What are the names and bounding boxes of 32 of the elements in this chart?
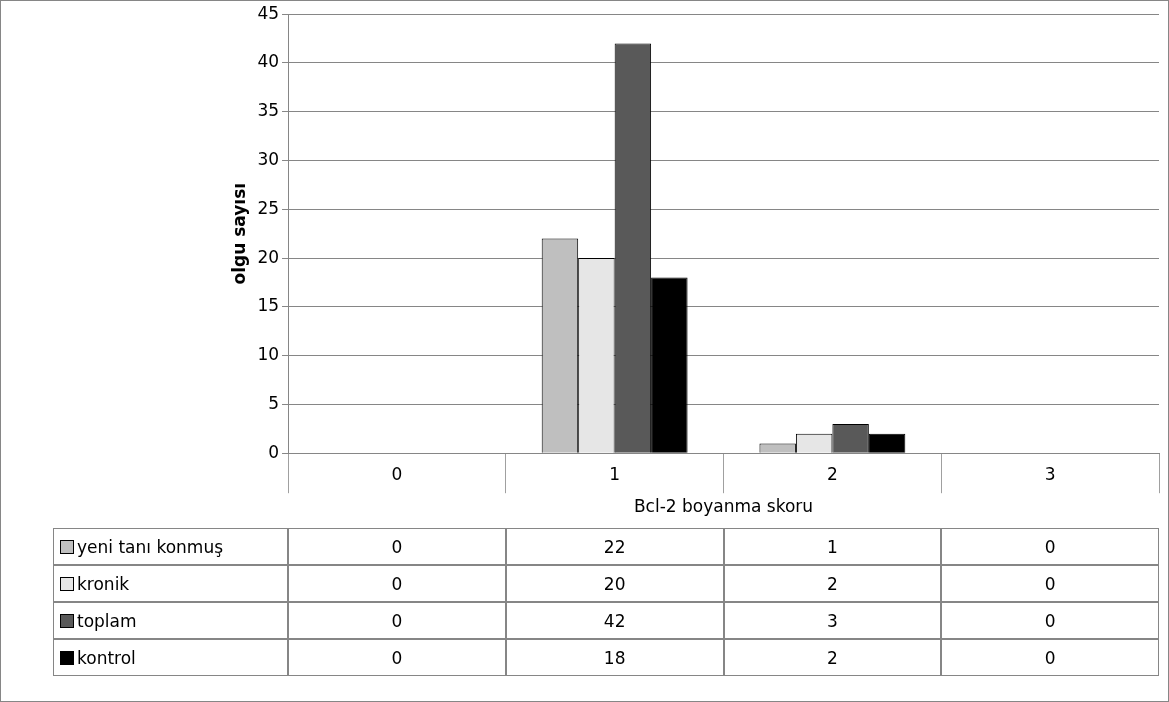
legend-label: kronik xyxy=(77,573,130,594)
data-label: 42 xyxy=(505,602,724,639)
data-label: 2 xyxy=(723,565,942,602)
y-tick-label: 5 xyxy=(268,392,280,413)
data-label: 1 xyxy=(723,528,942,565)
legend-label: kontrol xyxy=(77,647,136,668)
data-label: 0 xyxy=(941,528,1159,565)
x-tick-label: 1 xyxy=(609,463,621,484)
data-label: 0 xyxy=(941,565,1159,602)
y-tick-label: 20 xyxy=(257,246,280,267)
x-tick-label: 2 xyxy=(826,463,838,484)
y-tick-label: 0 xyxy=(268,441,280,462)
data-label: 3 xyxy=(723,602,942,639)
x-tick-label: 0 xyxy=(391,463,403,484)
data-label: 2 xyxy=(723,639,942,676)
legend-label: toplam xyxy=(77,610,137,631)
data-label: 0 xyxy=(941,602,1159,639)
y-tick-label: 15 xyxy=(257,295,280,316)
y-tick-label: 25 xyxy=(257,197,280,218)
y-tick-label: 45 xyxy=(257,2,280,23)
y-axis-title: olgu sayısı xyxy=(228,182,249,285)
data-label: 20 xyxy=(505,565,724,602)
y-tick-label: 10 xyxy=(257,344,280,365)
y-tick-label: 35 xyxy=(257,100,280,121)
data-label: 18 xyxy=(505,639,724,676)
legend-label: yeni tanı konmuş xyxy=(77,536,224,557)
y-tick-label: 30 xyxy=(257,148,280,169)
x-axis-title: Bcl-2 boyanma skoru xyxy=(633,496,814,517)
data-label: 22 xyxy=(505,528,724,565)
y-tick-label: 40 xyxy=(257,51,280,72)
data-label: 0 xyxy=(941,639,1159,676)
x-tick-label: 3 xyxy=(1044,463,1056,484)
